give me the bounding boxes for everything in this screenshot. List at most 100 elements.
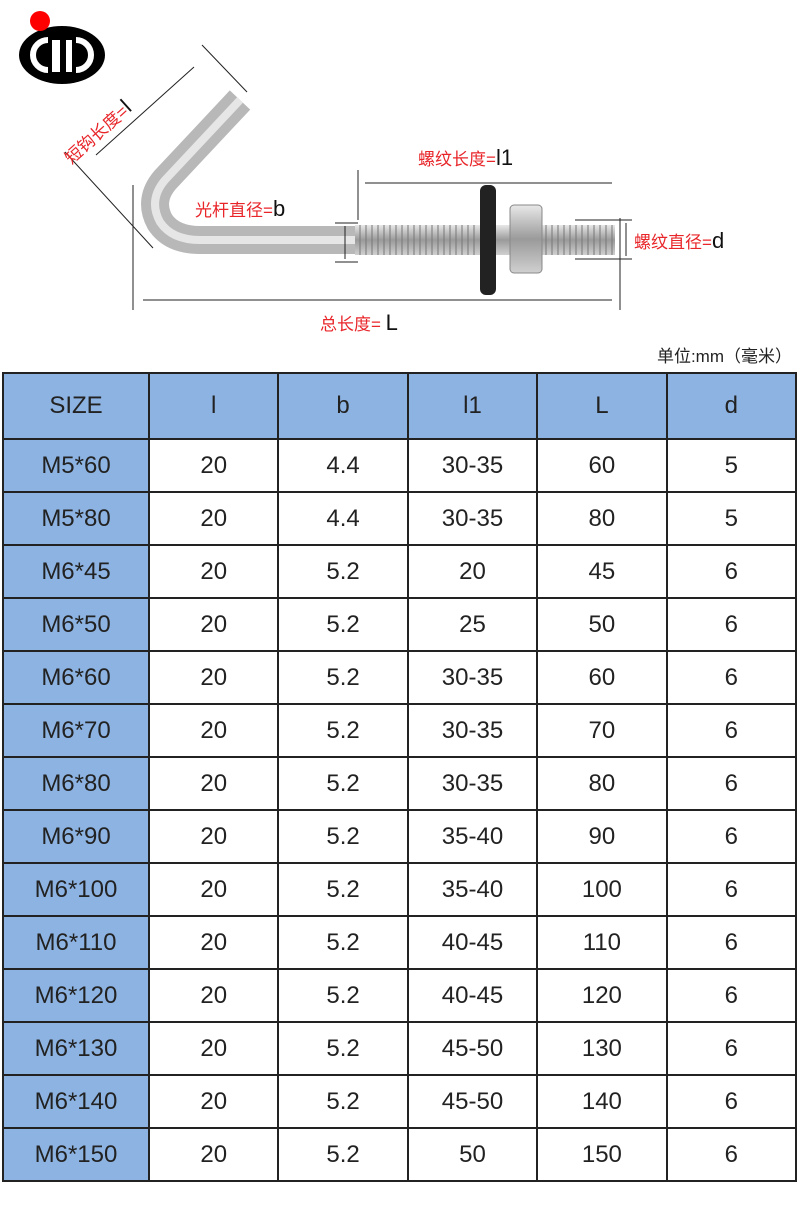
- cell-L: 60: [536, 438, 668, 493]
- cell-l: 20: [147, 809, 280, 864]
- thread-length-label: 螺纹长度=l1: [418, 145, 514, 170]
- cell-l1: 45-50: [406, 1021, 539, 1076]
- cell-l1: 30-35: [406, 650, 539, 705]
- cell-l: 20: [147, 544, 280, 599]
- cell-b: 5.2: [277, 1074, 409, 1129]
- washer: [480, 185, 496, 295]
- cell-d: 6: [665, 597, 798, 652]
- cell-l1: 30-35: [406, 756, 539, 811]
- cell-l1: 45-50: [406, 1074, 539, 1129]
- cell-L: 80: [536, 491, 668, 546]
- cell-L: 70: [536, 703, 668, 758]
- cell-L: 45: [536, 544, 668, 599]
- cell-l1: 30-35: [406, 703, 539, 758]
- cell-d: 5: [665, 438, 798, 493]
- header-b: b: [277, 372, 409, 440]
- cell-size: M6*110: [2, 915, 150, 970]
- j-bolt-diagram: [64, 44, 632, 310]
- table-row: M6*100 20 5.2 35-40 100 6: [2, 862, 798, 917]
- cell-size: M6*130: [2, 1021, 150, 1076]
- cell-b: 5.2: [277, 756, 409, 811]
- cell-size: M6*45: [2, 544, 150, 599]
- header-l: l: [147, 372, 280, 440]
- cell-d: 6: [665, 1127, 798, 1182]
- table-row: M6*60 20 5.2 30-35 60 6: [2, 650, 798, 705]
- cell-d: 5: [665, 491, 798, 546]
- table-row: M6*140 20 5.2 45-50 140 6: [2, 1074, 798, 1129]
- cell-d: 6: [665, 862, 798, 917]
- cell-size: M6*50: [2, 597, 150, 652]
- header-L: L: [536, 372, 668, 440]
- cell-l1: 30-35: [406, 438, 539, 493]
- cell-l1: 25: [406, 597, 539, 652]
- cell-l1: 35-40: [406, 862, 539, 917]
- table-row: M6*120 20 5.2 40-45 120 6: [2, 968, 798, 1023]
- table-row: M6*110 20 5.2 40-45 110 6: [2, 915, 798, 970]
- cell-d: 6: [665, 703, 798, 758]
- nut: [509, 204, 543, 274]
- cell-l1: 30-35: [406, 491, 539, 546]
- cell-d: 6: [665, 1074, 798, 1129]
- cell-d: 6: [665, 968, 798, 1023]
- cell-L: 140: [536, 1074, 668, 1129]
- cell-b: 5.2: [277, 915, 409, 970]
- cell-d: 6: [665, 756, 798, 811]
- cell-b: 5.2: [277, 1127, 409, 1182]
- cell-l: 20: [147, 491, 280, 546]
- cell-l1: 35-40: [406, 809, 539, 864]
- cell-size: M6*80: [2, 756, 150, 811]
- cell-size: M6*140: [2, 1074, 150, 1129]
- shank-diameter-label: 光杆直径=b: [195, 196, 286, 221]
- cell-b: 5.2: [277, 968, 409, 1023]
- cell-l: 20: [147, 756, 280, 811]
- cell-l: 20: [147, 915, 280, 970]
- cell-d: 6: [665, 915, 798, 970]
- cell-L: 130: [536, 1021, 668, 1076]
- cell-b: 5.2: [277, 650, 409, 705]
- table-row: M6*50 20 5.2 25 50 6: [2, 597, 798, 652]
- table-row: M6*150 20 5.2 50 150 6: [2, 1127, 798, 1182]
- cell-size: M6*70: [2, 703, 150, 758]
- cell-L: 80: [536, 756, 668, 811]
- table-row: M5*80 20 4.4 30-35 80 5: [2, 491, 798, 546]
- cell-l1: 20: [406, 544, 539, 599]
- cell-size: M5*60: [2, 438, 150, 493]
- cell-b: 5.2: [277, 809, 409, 864]
- cell-l: 20: [147, 438, 280, 493]
- cell-size: M6*150: [2, 1127, 150, 1182]
- cell-L: 60: [536, 650, 668, 705]
- cell-L: 150: [536, 1127, 668, 1182]
- cell-d: 6: [665, 650, 798, 705]
- cell-l: 20: [147, 1021, 280, 1076]
- brand-logo: [19, 11, 105, 84]
- header-d: d: [665, 372, 798, 440]
- cell-d: 6: [665, 544, 798, 599]
- table-row: M6*45 20 5.2 20 45 6: [2, 544, 798, 599]
- cell-l: 20: [147, 650, 280, 705]
- cell-size: M6*100: [2, 862, 150, 917]
- unit-note: 单位:mm（毫米）: [656, 347, 792, 366]
- cell-b: 4.4: [277, 491, 409, 546]
- cell-l: 20: [147, 862, 280, 917]
- cell-d: 6: [665, 1021, 798, 1076]
- table-row: M6*70 20 5.2 30-35 70 6: [2, 703, 798, 758]
- cell-size: M5*80: [2, 491, 150, 546]
- cell-size: M6*60: [2, 650, 150, 705]
- cell-d: 6: [665, 809, 798, 864]
- cell-b: 5.2: [277, 703, 409, 758]
- cell-l: 20: [147, 1074, 280, 1129]
- cell-l1: 50: [406, 1127, 539, 1182]
- header-size: SIZE: [2, 372, 150, 440]
- cell-L: 90: [536, 809, 668, 864]
- cell-b: 5.2: [277, 544, 409, 599]
- table-row: M6*130 20 5.2 45-50 130 6: [2, 1021, 798, 1076]
- cell-l: 20: [147, 1127, 280, 1182]
- cell-size: M6*120: [2, 968, 150, 1023]
- cell-L: 100: [536, 862, 668, 917]
- cell-l1: 40-45: [406, 968, 539, 1023]
- cell-b: 5.2: [277, 1021, 409, 1076]
- cell-b: 4.4: [277, 438, 409, 493]
